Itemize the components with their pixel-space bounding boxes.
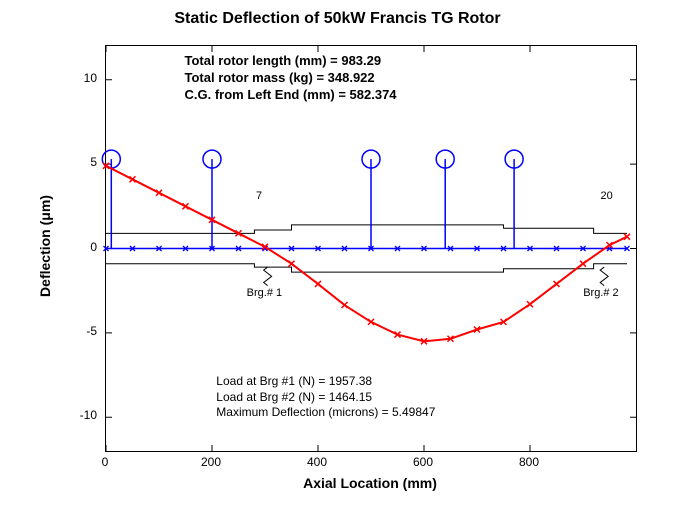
bearing-label: Brg.# 1 [247, 287, 282, 299]
station-number-left: 7 [256, 190, 262, 202]
chart-title: Static Deflection of 50kW Francis TG Rot… [0, 10, 675, 28]
annotation-line: Load at Brg #2 (N) = 1464.15 [216, 390, 435, 406]
station-number-right: 20 [601, 190, 613, 202]
annotation-line: Total rotor length (mm) = 983.29 [185, 53, 397, 70]
x-tick-label: 800 [514, 455, 544, 469]
annotation-line: Total rotor mass (kg) = 348.922 [185, 70, 397, 87]
x-tick-label: 400 [302, 455, 332, 469]
x-tick-label: 600 [408, 455, 438, 469]
y-axis-label: Deflection (μm) [37, 186, 53, 306]
chart-annotation-top: Total rotor length (mm) = 983.29Total ro… [185, 53, 397, 104]
y-tick-label: 0 [90, 240, 97, 254]
figure-container: Static Deflection of 50kW Francis TG Rot… [0, 0, 675, 507]
chart-annotation-bottom: Load at Brg #1 (N) = 1957.38Load at Brg … [216, 374, 435, 421]
x-tick-label: 0 [90, 455, 120, 469]
annotation-line: C.G. from Left End (mm) = 582.374 [185, 87, 397, 104]
x-tick-label: 200 [196, 455, 226, 469]
y-tick-label: 10 [84, 71, 97, 85]
x-axis-label: Axial Location (mm) [105, 475, 635, 491]
y-tick-label: 5 [90, 155, 97, 169]
annotation-line: Load at Brg #1 (N) = 1957.38 [216, 374, 435, 390]
bearing-label: Brg.# 2 [583, 287, 618, 299]
annotation-line: Maximum Deflection (microns) = 5.49847 [216, 405, 435, 421]
y-tick-label: -5 [86, 324, 97, 338]
y-tick-label: -10 [80, 408, 97, 422]
